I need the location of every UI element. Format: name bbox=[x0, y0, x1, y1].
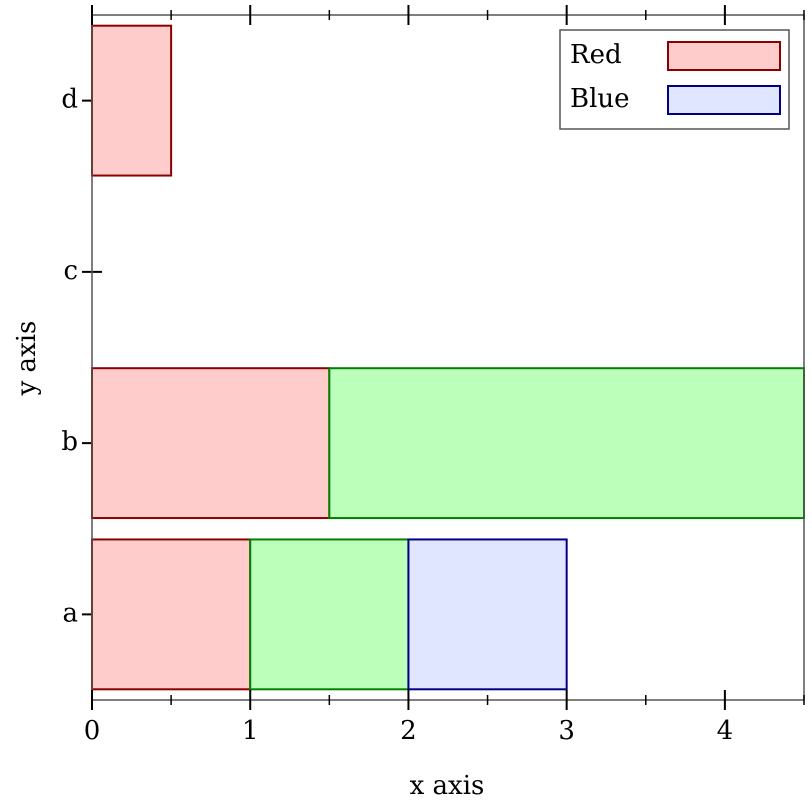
y-tick-label: b bbox=[61, 427, 78, 457]
y-tick-label: a bbox=[62, 598, 78, 628]
legend-label: Red bbox=[570, 40, 622, 70]
x-tick-label: 3 bbox=[558, 716, 575, 746]
bar bbox=[91, 538, 252, 691]
y-axis-label: y axis bbox=[12, 321, 42, 397]
legend-label: Blue bbox=[570, 84, 630, 114]
y-tick-label: d bbox=[61, 85, 78, 115]
bar bbox=[328, 367, 805, 520]
x-tick-label: 4 bbox=[717, 716, 734, 746]
x-tick-label: 2 bbox=[400, 716, 417, 746]
x-axis-label: x axis bbox=[410, 771, 485, 801]
legend-swatch bbox=[667, 85, 781, 115]
bar bbox=[249, 538, 410, 691]
legend-swatch bbox=[667, 41, 781, 71]
bar bbox=[91, 24, 173, 177]
plot-frame bbox=[91, 14, 805, 701]
x-tick-label: 0 bbox=[84, 716, 101, 746]
x-tick-label: 1 bbox=[242, 716, 259, 746]
bar bbox=[91, 367, 331, 520]
bar bbox=[407, 538, 568, 691]
y-tick-label: c bbox=[63, 256, 78, 286]
